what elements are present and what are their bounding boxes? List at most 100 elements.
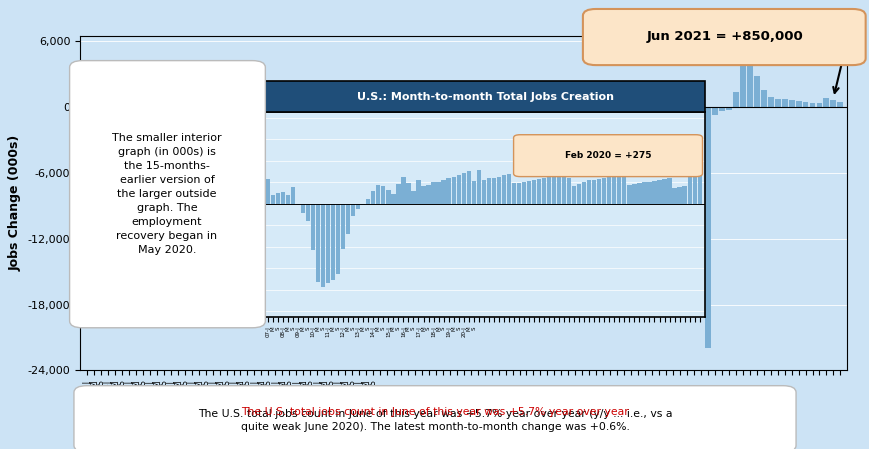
Bar [411,103,417,107]
Bar [286,106,292,107]
Bar [335,204,340,273]
Bar [637,183,640,204]
Bar [301,204,305,213]
Bar [279,106,285,107]
Bar [286,194,289,204]
Bar [290,187,295,204]
Bar [161,107,167,115]
Bar [509,104,515,107]
Bar [718,107,724,110]
Bar [355,104,362,107]
Bar [536,179,541,204]
Bar [326,204,330,283]
Text: Feb 2020 = +275: Feb 2020 = +275 [564,151,651,160]
Bar [421,186,425,204]
Bar [816,103,821,107]
Bar [567,178,571,204]
Bar [369,104,375,107]
Bar [596,179,600,204]
Bar [295,204,300,206]
Bar [558,103,564,107]
Bar [481,102,487,107]
Bar [607,177,611,204]
Bar [652,181,656,204]
Bar [361,204,365,205]
Bar [189,107,195,114]
Bar [376,104,382,107]
Bar [440,103,445,107]
Bar [168,107,174,115]
Bar [426,185,430,204]
Bar [335,105,341,107]
Bar [669,104,675,107]
Bar [391,194,395,204]
Bar [375,185,380,204]
Bar [383,104,389,107]
Bar [837,102,842,107]
Bar [576,184,580,204]
Bar [732,92,738,107]
Bar [281,192,285,204]
Bar [523,104,529,107]
Bar [587,180,591,204]
Bar [667,178,671,204]
Bar [561,175,566,204]
Bar [780,99,786,107]
Text: U.S.: Month-to-month Total Jobs Creation: U.S.: Month-to-month Total Jobs Creation [356,92,613,101]
Bar [627,102,634,107]
Bar [627,185,631,204]
Bar [140,107,146,109]
Bar [147,107,153,110]
Bar [471,181,475,204]
Bar [551,176,555,204]
Bar [692,174,696,204]
Bar [119,107,125,108]
Bar [632,184,636,204]
Bar [441,180,445,204]
Bar [330,204,335,280]
Bar [371,191,375,204]
Bar [541,178,546,204]
Bar [275,193,280,204]
Bar [648,102,654,107]
Bar [84,107,90,109]
Bar [571,186,575,204]
Bar [556,176,561,204]
Bar [105,107,110,110]
Bar [677,187,681,204]
Bar [572,103,578,107]
Bar [321,204,325,287]
Bar [366,199,370,204]
Bar [154,107,160,113]
Bar [411,191,415,204]
Bar [502,105,508,107]
Bar [341,204,345,249]
Bar [621,175,626,204]
Bar [592,180,595,204]
Bar [537,104,543,107]
Bar [614,103,620,107]
Bar [433,103,438,107]
Bar [310,204,315,250]
Bar [456,175,461,204]
Bar [547,177,551,204]
Bar [809,103,814,107]
Bar [676,104,682,107]
Bar [348,104,355,107]
Bar [612,176,616,204]
Bar [91,107,96,108]
Bar [306,204,310,221]
Bar [351,204,355,216]
Bar [491,178,495,204]
Bar [527,181,530,204]
Bar [739,55,745,107]
Bar [544,104,550,107]
Bar [593,103,599,107]
Bar [270,195,275,204]
Bar [300,106,306,107]
Bar [506,174,510,204]
Bar [355,204,360,209]
Bar [725,107,731,110]
Bar [436,182,441,204]
Bar [704,107,710,348]
